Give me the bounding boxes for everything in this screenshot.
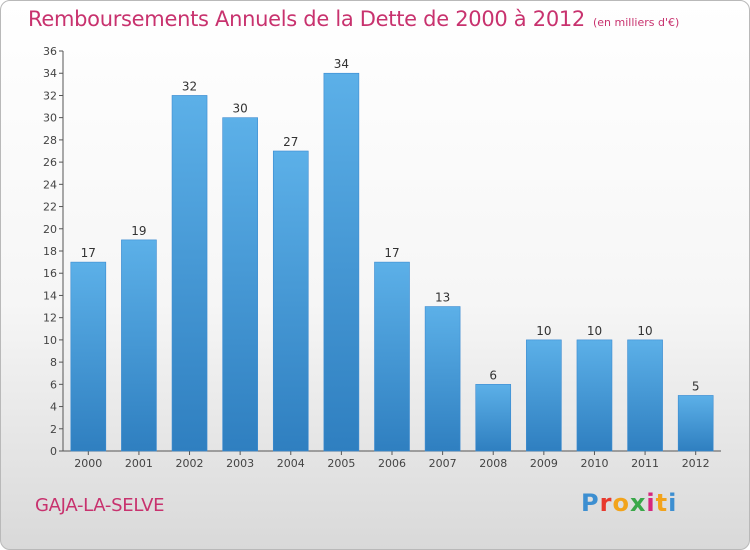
bar-value-label: 32 bbox=[182, 79, 197, 93]
bar bbox=[526, 339, 562, 452]
bar bbox=[627, 339, 663, 452]
chart-title-text: Remboursements Annuels de la Dette de 20… bbox=[28, 7, 585, 31]
x-tick-label: 2007 bbox=[429, 457, 457, 470]
x-tick-label: 2008 bbox=[479, 457, 507, 470]
bar-value-label: 17 bbox=[384, 246, 399, 260]
x-tick-label: 2000 bbox=[74, 457, 102, 470]
bar bbox=[475, 384, 512, 452]
logo-letter: t bbox=[655, 489, 669, 517]
y-tick-label: 26 bbox=[43, 156, 57, 169]
bar bbox=[576, 339, 613, 452]
bar-value-label: 34 bbox=[334, 57, 349, 71]
bar-value-label: 19 bbox=[131, 224, 146, 238]
y-tick-label: 20 bbox=[43, 223, 57, 236]
chart-title: Remboursements Annuels de la Dette de 20… bbox=[28, 7, 679, 31]
bar bbox=[222, 117, 258, 452]
y-tick-label: 18 bbox=[43, 245, 57, 258]
y-tick-label: 12 bbox=[43, 312, 57, 325]
logo-letter: i bbox=[668, 489, 678, 517]
bar-series: 17 19 32 30 27 34 17 13 6 10 10 10 5 bbox=[70, 57, 714, 452]
y-tick-label: 22 bbox=[43, 201, 57, 214]
bar bbox=[374, 261, 410, 452]
logo-letter: r bbox=[599, 489, 613, 517]
x-tick-label: 2004 bbox=[277, 457, 305, 470]
logo-letter: P bbox=[581, 489, 600, 517]
x-tick-label: 2003 bbox=[226, 457, 254, 470]
x-tick-label: 2012 bbox=[682, 457, 710, 470]
bar-value-label: 5 bbox=[692, 379, 700, 393]
x-tick-label: 2001 bbox=[125, 457, 153, 470]
y-tick-label: 34 bbox=[43, 67, 57, 80]
proxiti-logo[interactable]: Proxiti bbox=[581, 489, 677, 517]
x-tick-label: 2002 bbox=[176, 457, 204, 470]
chart-subtitle: (en milliers d'€) bbox=[593, 16, 680, 29]
bar-value-label: 30 bbox=[233, 102, 248, 116]
bar-value-label: 10 bbox=[587, 324, 602, 338]
x-tick-label: 2006 bbox=[378, 457, 406, 470]
y-tick-label: 6 bbox=[50, 378, 57, 391]
bar bbox=[70, 261, 107, 452]
x-tick-label: 2010 bbox=[580, 457, 608, 470]
y-tick-label: 10 bbox=[43, 334, 57, 347]
bar-value-label: 17 bbox=[81, 246, 96, 260]
bar bbox=[424, 306, 461, 452]
bar bbox=[121, 239, 157, 452]
logo-letter: x bbox=[629, 489, 647, 517]
y-tick-label: 36 bbox=[43, 45, 57, 58]
bar bbox=[272, 150, 309, 452]
bar-value-label: 10 bbox=[637, 324, 652, 338]
y-tick-label: 28 bbox=[43, 134, 57, 147]
y-tick-label: 0 bbox=[50, 445, 57, 458]
y-tick-label: 2 bbox=[50, 423, 57, 436]
logo-letter: i bbox=[646, 489, 656, 517]
x-tick-label: 2009 bbox=[530, 457, 558, 470]
y-tick-label: 8 bbox=[50, 356, 57, 369]
y-tick-label: 32 bbox=[43, 89, 57, 102]
y-tick-label: 14 bbox=[43, 289, 57, 302]
bar-value-label: 10 bbox=[536, 324, 551, 338]
y-tick-label: 24 bbox=[43, 178, 57, 191]
bar bbox=[323, 72, 360, 452]
bar-value-label: 6 bbox=[489, 368, 497, 382]
bar bbox=[677, 395, 714, 452]
bar-value-label: 13 bbox=[435, 291, 450, 305]
logo-letter: o bbox=[612, 489, 630, 517]
x-tick-label: 2011 bbox=[631, 457, 659, 470]
town-name: GAJA-LA-SELVE bbox=[35, 495, 165, 516]
bar-value-label: 27 bbox=[283, 135, 298, 149]
y-tick-label: 30 bbox=[43, 112, 57, 125]
y-tick-label: 16 bbox=[43, 267, 57, 280]
x-axis: 2000 2001 2002 2003 2004 2005 2006 2007 2008 2009… bbox=[63, 450, 721, 470]
bar bbox=[171, 95, 208, 452]
x-tick-label: 2005 bbox=[327, 457, 355, 470]
y-tick-label: 4 bbox=[50, 401, 57, 414]
